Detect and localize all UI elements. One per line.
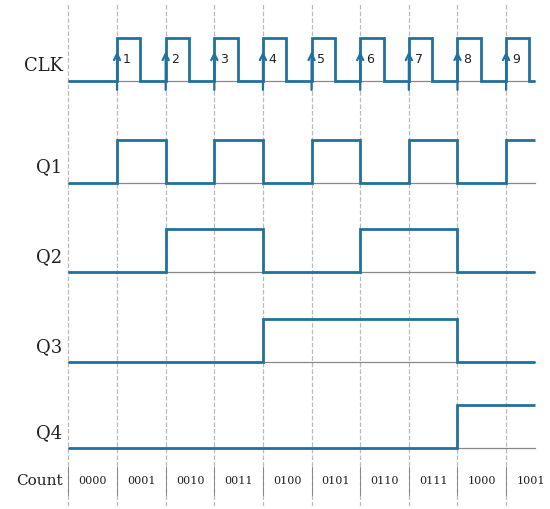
Text: Count: Count: [16, 474, 63, 488]
Text: 4: 4: [269, 53, 277, 66]
Text: 1000: 1000: [468, 476, 496, 486]
Text: 0101: 0101: [322, 476, 350, 486]
Text: 0011: 0011: [224, 476, 253, 486]
Text: 0110: 0110: [370, 476, 399, 486]
Text: 1001: 1001: [516, 476, 544, 486]
Text: 2: 2: [172, 53, 179, 66]
Text: Q1: Q1: [36, 158, 63, 177]
Text: Q4: Q4: [36, 425, 63, 442]
Text: 0000: 0000: [79, 476, 107, 486]
Text: 0111: 0111: [419, 476, 447, 486]
Text: Q2: Q2: [36, 248, 63, 266]
Text: 1: 1: [123, 53, 131, 66]
Text: 3: 3: [220, 53, 228, 66]
Text: 7: 7: [415, 53, 422, 66]
Text: 0010: 0010: [176, 476, 204, 486]
Text: 0100: 0100: [273, 476, 301, 486]
Text: 8: 8: [463, 53, 471, 66]
Text: 6: 6: [366, 53, 374, 66]
Text: 0001: 0001: [127, 476, 156, 486]
Text: 9: 9: [512, 53, 520, 66]
Text: Q3: Q3: [36, 338, 63, 356]
Text: CLK: CLK: [24, 57, 63, 75]
Text: 5: 5: [317, 53, 325, 66]
